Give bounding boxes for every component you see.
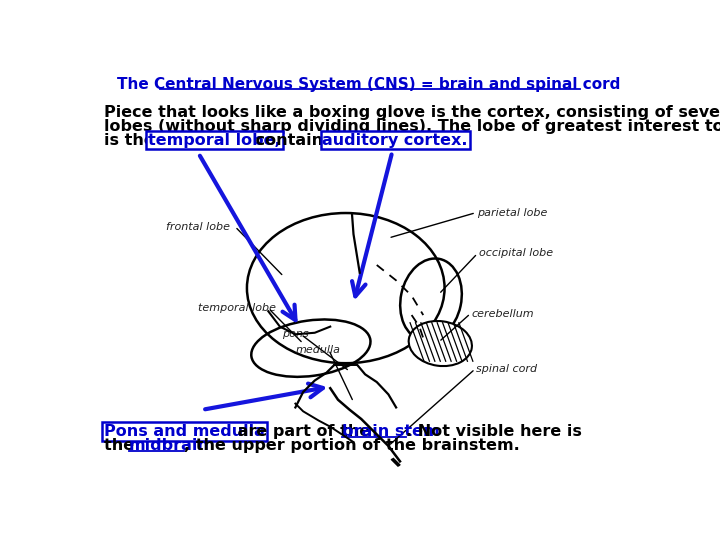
Text: brain stem: brain stem <box>342 423 439 438</box>
Text: Piece that looks like a boxing glove is the cortex, consisting of several: Piece that looks like a boxing glove is … <box>104 105 720 120</box>
Ellipse shape <box>409 321 472 366</box>
Text: temporal lobe: temporal lobe <box>199 303 276 313</box>
Text: lobes (without sharp dividing lines). The lobe of greatest interest to us: lobes (without sharp dividing lines). Th… <box>104 119 720 134</box>
Text: parietal lobe: parietal lobe <box>477 208 548 218</box>
Text: containing: containing <box>251 132 358 147</box>
Text: midbrain: midbrain <box>129 438 210 453</box>
Text: frontal lobe: frontal lobe <box>166 221 230 232</box>
Text: . Not visible here is: . Not visible here is <box>406 423 582 438</box>
Text: cerebellum: cerebellum <box>472 308 534 319</box>
Text: medulla: medulla <box>295 345 341 355</box>
Text: temporal lobe,: temporal lobe, <box>148 132 281 147</box>
Text: auditory cortex.: auditory cortex. <box>323 132 468 147</box>
Text: Pons and medulla: Pons and medulla <box>104 423 265 438</box>
Text: pons: pons <box>282 329 309 339</box>
Text: are part of the: are part of the <box>232 423 376 438</box>
Text: occipital lobe: occipital lobe <box>479 248 553 259</box>
Text: , the upper portion of the brainstem.: , the upper portion of the brainstem. <box>184 438 520 453</box>
Text: is the: is the <box>104 132 161 147</box>
Text: The Central Nervous System (CNS) = brain and spinal cord: The Central Nervous System (CNS) = brain… <box>117 77 621 92</box>
Text: spinal cord: spinal cord <box>476 364 537 374</box>
Text: the: the <box>104 438 140 453</box>
